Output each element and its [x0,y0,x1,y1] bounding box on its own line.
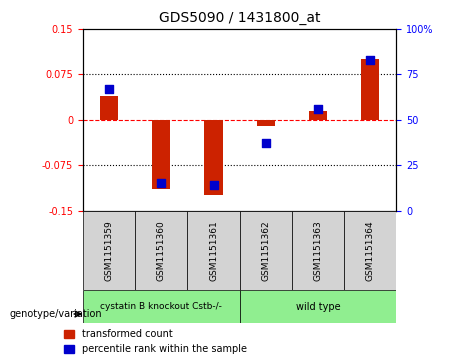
FancyBboxPatch shape [83,290,240,323]
Text: genotype/variation: genotype/variation [9,309,102,319]
Bar [100,95,118,120]
Bar [309,111,327,120]
Bar [257,120,275,126]
Text: GSM1151360: GSM1151360 [157,220,166,281]
Bar [152,120,171,189]
Point [158,180,165,186]
Text: GSM1151363: GSM1151363 [313,220,323,281]
Text: wild type: wild type [296,302,340,312]
FancyBboxPatch shape [240,290,396,323]
FancyBboxPatch shape [83,211,135,290]
Text: GSM1151364: GSM1151364 [366,220,375,281]
Point [106,86,113,92]
Text: GSM1151361: GSM1151361 [209,220,218,281]
Title: GDS5090 / 1431800_at: GDS5090 / 1431800_at [159,11,320,25]
Point [262,140,270,146]
Bar [204,120,223,195]
FancyBboxPatch shape [292,211,344,290]
FancyBboxPatch shape [344,211,396,290]
Point [210,182,217,188]
Point [314,106,322,112]
Text: GSM1151359: GSM1151359 [105,220,113,281]
FancyBboxPatch shape [135,211,188,290]
Point [366,57,374,63]
Text: cystatin B knockout Cstb-/-: cystatin B knockout Cstb-/- [100,302,222,311]
Legend: transformed count, percentile rank within the sample: transformed count, percentile rank withi… [60,326,250,358]
FancyBboxPatch shape [188,211,240,290]
FancyBboxPatch shape [240,211,292,290]
Text: GSM1151362: GSM1151362 [261,220,270,281]
Bar [361,59,379,120]
